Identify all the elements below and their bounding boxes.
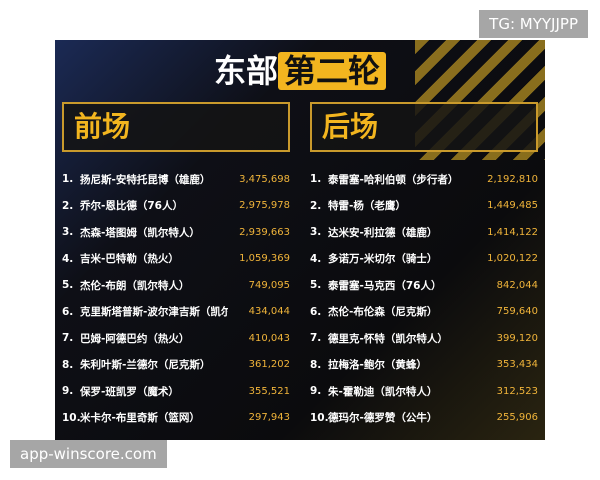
vote-count: 759,640 <box>496 306 538 318</box>
vote-count: 410,043 <box>248 332 290 344</box>
vote-count: 355,521 <box>248 385 290 397</box>
ranking-row: 6. 杰伦-布伦森（尼克斯） 759,640 <box>310 299 538 326</box>
rank: 9. <box>62 385 74 398</box>
rank: 4. <box>62 252 74 265</box>
ranking-row: 5. 杰伦-布朗（凯尔特人） 749,095 <box>62 272 290 299</box>
ranking-row: 9. 保罗-班凯罗（魔术） 355,521 <box>62 378 290 405</box>
player-name: 杰伦-布朗（凯尔特人） <box>80 279 190 292</box>
ranking-list: 1. 扬尼斯-安特托昆博（雄鹿） 3,475,698 2. 乔尔-恩比德（76人） 2,9… <box>62 166 290 431</box>
rank: 10. <box>62 411 81 424</box>
vote-count: 1,449,485 <box>487 200 538 212</box>
ranking-row: 10. 德玛尔-德罗赞（公牛） 255,906 <box>310 405 538 432</box>
rank: 8. <box>310 358 322 371</box>
vote-count: 2,192,810 <box>487 173 538 185</box>
watermark: app-winscore.com <box>10 440 167 468</box>
title-highlight: 第二轮 <box>278 52 387 90</box>
ranking-row: 2. 乔尔-恩比德（76人） 2,975,978 <box>62 193 290 220</box>
ranking-row: 9. 朱-霍勒迪（凯尔特人） 312,523 <box>310 378 538 405</box>
vote-count: 1,020,122 <box>487 253 538 265</box>
player-name: 特雷-杨（老鹰） <box>328 200 406 213</box>
vote-count: 1,059,369 <box>239 253 290 265</box>
ranking-row: 1. 扬尼斯-安特托昆博（雄鹿） 3,475,698 <box>62 166 290 193</box>
vote-count: 3,475,698 <box>239 173 290 185</box>
rank: 2. <box>310 199 322 212</box>
ranking-row: 3. 达米安-利拉德（雄鹿） 1,414,122 <box>310 219 538 246</box>
player-name: 泰雷塞-哈利伯顿（步行者） <box>328 173 459 186</box>
player-name: 多诺万-米切尔（骑士） <box>328 253 438 266</box>
player-name: 朱-霍勒迪（凯尔特人） <box>328 385 438 398</box>
rank: 8. <box>62 358 74 371</box>
player-name: 保罗-班凯罗（魔术） <box>80 385 179 398</box>
vote-count: 312,523 <box>496 385 538 397</box>
ranking-row: 8. 拉梅洛-鲍尔（黄蜂） 353,434 <box>310 352 538 379</box>
ranking-row: 5. 泰雷塞-马克西（76人） 842,044 <box>310 272 538 299</box>
rank: 6. <box>310 305 322 318</box>
ranking-row: 1. 泰雷塞-哈利伯顿（步行者） 2,192,810 <box>310 166 538 193</box>
section: 前场 1. 扬尼斯-安特托昆博（雄鹿） 3,475,698 2. 乔尔-恩比德（76人） 2… <box>62 102 290 431</box>
player-name: 泰雷塞-马克西（76人） <box>328 279 442 292</box>
ranking-row: 7. 巴姆-阿德巴约（热火） 410,043 <box>62 325 290 352</box>
vote-count: 255,906 <box>496 412 538 424</box>
vote-count: 1,414,122 <box>487 226 538 238</box>
vote-count: 842,044 <box>496 279 538 291</box>
title-part: 东部 <box>213 52 278 90</box>
ranking-row: 7. 德里克-怀特（凯尔特人） 399,120 <box>310 325 538 352</box>
player-name: 克里斯塔普斯-波尔津吉斯（凯尔特人） <box>80 306 228 319</box>
player-name: 扬尼斯-安特托昆博（雄鹿） <box>80 173 211 186</box>
poster: 东部 第二轮 前场 1. 扬尼斯-安特托昆博（雄鹿） 3,475,698 2. 乔尔-恩比德… <box>55 40 545 440</box>
rank: 7. <box>62 332 74 345</box>
player-name: 德玛尔-德罗赞（公牛） <box>328 412 438 425</box>
ranking-row: 3. 杰森-塔图姆（凯尔特人） 2,939,663 <box>62 219 290 246</box>
rank: 4. <box>310 252 322 265</box>
ranking-row: 4. 吉米-巴特勒（热火） 1,059,369 <box>62 246 290 273</box>
player-name: 杰伦-布伦森（尼克斯） <box>328 306 438 319</box>
player-name: 乔尔-恩比德（76人） <box>80 200 183 213</box>
section-header: 后场 <box>310 102 538 152</box>
rank: 1. <box>62 173 74 186</box>
rank: 6. <box>62 305 74 318</box>
player-name: 巴姆-阿德巴约（热火） <box>80 332 190 345</box>
ranking-list: 1. 泰雷塞-哈利伯顿（步行者） 2,192,810 2. 特雷-杨（老鹰） 1,449,… <box>310 166 538 431</box>
vote-count: 297,943 <box>248 412 290 424</box>
vote-count: 434,044 <box>248 306 290 318</box>
player-name: 德里克-怀特（凯尔特人） <box>328 332 448 345</box>
vote-count: 749,095 <box>248 279 290 291</box>
rank: 5. <box>310 279 322 292</box>
player-name: 拉梅洛-鲍尔（黄蜂） <box>328 359 427 372</box>
rank: 7. <box>310 332 322 345</box>
ranking-row: 10. 米卡尔-布里奇斯（篮网） 297,943 <box>62 405 290 432</box>
section-header: 前场 <box>62 102 290 152</box>
watermark: TG: MYYJJPP <box>479 10 588 38</box>
ranking-row: 6. 克里斯塔普斯-波尔津吉斯（凯尔特人） 434,044 <box>62 299 290 326</box>
rank: 5. <box>62 279 74 292</box>
player-name: 朱利叶斯-兰德尔（尼克斯） <box>80 359 211 372</box>
rank: 2. <box>62 199 74 212</box>
ranking-row: 2. 特雷-杨（老鹰） 1,449,485 <box>310 193 538 220</box>
ranking-row: 8. 朱利叶斯-兰德尔（尼克斯） 361,202 <box>62 352 290 379</box>
player-name: 米卡尔-布里奇斯（篮网） <box>80 412 200 425</box>
player-name: 吉米-巴特勒（热火） <box>80 253 179 266</box>
vote-count: 361,202 <box>248 359 290 371</box>
rank: 1. <box>310 173 322 186</box>
rank: 3. <box>310 226 322 239</box>
title: 东部 第二轮 <box>55 46 545 92</box>
ranking-row: 4. 多诺万-米切尔（骑士） 1,020,122 <box>310 246 538 273</box>
vote-count: 2,939,663 <box>239 226 290 238</box>
vote-count: 353,434 <box>496 359 538 371</box>
section: 后场 1. 泰雷塞-哈利伯顿（步行者） 2,192,810 2. 特雷-杨（老鹰） 1,44… <box>310 102 538 431</box>
vote-count: 2,975,978 <box>239 200 290 212</box>
rank: 10. <box>310 411 329 424</box>
player-name: 达米安-利拉德（雄鹿） <box>328 226 438 239</box>
rank: 3. <box>62 226 74 239</box>
vote-count: 399,120 <box>496 332 538 344</box>
rank: 9. <box>310 385 322 398</box>
player-name: 杰森-塔图姆（凯尔特人） <box>80 226 200 239</box>
